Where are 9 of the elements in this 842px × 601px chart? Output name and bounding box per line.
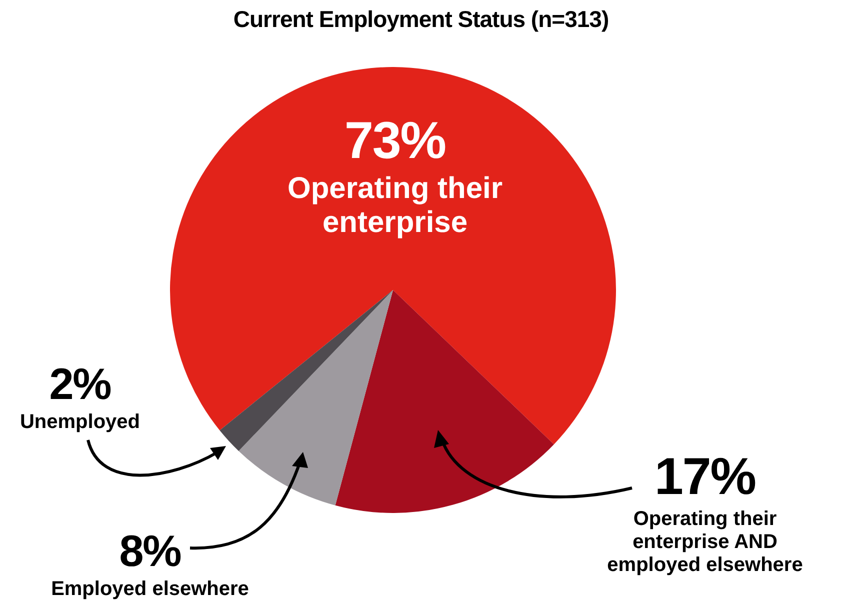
data-label: 73% bbox=[343, 112, 447, 172]
slice-label: Operating their enterprise bbox=[286, 172, 504, 241]
slice-label: Employed elsewhere bbox=[50, 578, 250, 601]
data-label: 17% bbox=[653, 448, 757, 508]
data-label: 2% bbox=[48, 360, 112, 411]
slice-label: Unemployed bbox=[18, 410, 142, 434]
chart-title: Current Employment Status (n=313) bbox=[232, 6, 610, 33]
slice-label: Operating their enterprise AND employed elsewhere bbox=[606, 508, 804, 577]
data-label: 8% bbox=[118, 527, 182, 578]
